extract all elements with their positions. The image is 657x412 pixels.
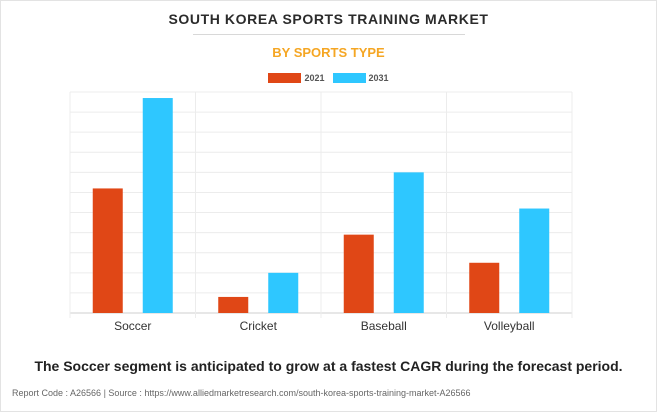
caption: The Soccer segment is anticipated to gro… [34,358,623,374]
legend-label-2031: 2031 [368,73,389,83]
bars [92,98,550,313]
chart-title: SOUTH KOREA SPORTS TRAINING MARKET [168,11,489,27]
chart-subtitle: BY SPORTS TYPE [272,45,385,60]
x-axis-labels: Soccer Cricket Baseball Volleyball [114,319,535,333]
legend-swatch-2031 [332,73,366,83]
bar-soccer-2021[interactable] [92,188,123,313]
legend-item-2021[interactable]: 2021 [268,73,325,83]
title-divider [193,34,465,35]
bar-cricket-2031[interactable] [268,272,299,313]
x-tick-label: Baseball [361,319,407,333]
bar-baseball-2031[interactable] [393,172,424,313]
legend: 2021 2031 [0,73,657,83]
x-tick-label: Volleyball [484,319,535,333]
x-tick-label: Soccer [114,319,151,333]
legend-item-2031[interactable]: 2031 [332,73,389,83]
bar-volleyball-2021[interactable] [469,262,500,313]
bar-cricket-2021[interactable] [218,296,249,313]
bar-volleyball-2031[interactable] [519,208,550,313]
x-tick-label: Cricket [240,319,278,333]
report-footer: Report Code : A26566 | Source : https://… [12,388,471,398]
legend-label-2021: 2021 [304,73,325,83]
bar-soccer-2031[interactable] [142,98,173,313]
legend-swatch-2021 [268,73,302,83]
bar-baseball-2021[interactable] [343,234,374,313]
